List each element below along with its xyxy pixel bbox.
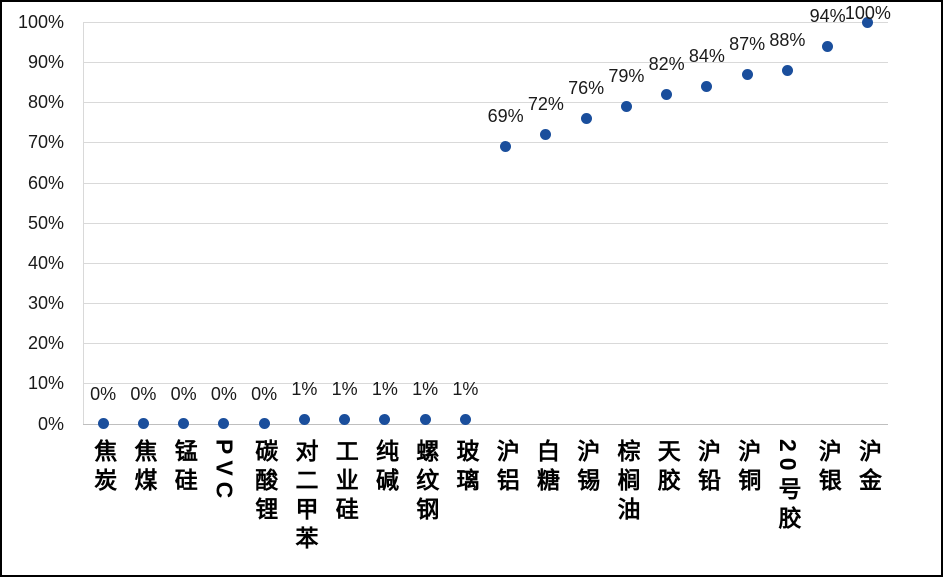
data-point-dot xyxy=(580,112,592,124)
x-category-label: PVC xyxy=(211,439,238,505)
data-point-dot xyxy=(701,80,713,92)
data-point-dot xyxy=(258,418,270,429)
data-point-label: 84% xyxy=(688,46,725,67)
x-category-label: 白糖 xyxy=(533,439,560,497)
data-point-label: 88% xyxy=(769,30,806,51)
x-category-label: 锰硅 xyxy=(171,439,198,497)
data-point-label: 0% xyxy=(170,383,197,404)
data-point-label: 69% xyxy=(487,106,524,127)
data-point-label: 1% xyxy=(371,379,398,400)
x-category-label: 沪锡 xyxy=(573,439,600,497)
x-category-label: 20号胶 xyxy=(775,439,802,535)
data-point-dot xyxy=(459,413,471,425)
data-point-label: 79% xyxy=(608,66,645,87)
y-tick-label: 0% xyxy=(37,413,64,434)
gridline xyxy=(83,182,888,184)
y-tick-label: 20% xyxy=(27,333,64,354)
y-tick-label: 30% xyxy=(27,293,64,314)
data-point-dot xyxy=(298,413,310,425)
data-point-dot xyxy=(661,88,673,100)
y-tick-label: 60% xyxy=(27,172,64,193)
y-tick-label: 50% xyxy=(27,212,64,233)
x-category-label: 沪铅 xyxy=(694,439,721,497)
data-point-dot xyxy=(178,418,190,429)
x-category-label: 焦炭 xyxy=(90,439,117,497)
y-axis-line xyxy=(83,22,84,424)
x-category-label: 棕榈油 xyxy=(614,439,641,526)
data-point-label: 100% xyxy=(844,3,891,23)
data-point-label: 1% xyxy=(331,379,358,400)
data-point-dot xyxy=(540,128,552,140)
y-tick-label: 40% xyxy=(27,252,64,273)
data-point-label: 0% xyxy=(130,383,157,404)
data-point-dot xyxy=(741,68,753,80)
data-point-dot xyxy=(620,100,632,112)
gridline xyxy=(83,383,888,385)
x-category-label: 对二甲苯 xyxy=(292,439,319,555)
y-tick-label: 100% xyxy=(17,12,64,32)
gridline xyxy=(83,22,888,23)
data-point-dot xyxy=(339,413,351,425)
x-category-label: 工业硅 xyxy=(332,439,359,526)
data-point-label: 1% xyxy=(452,379,479,400)
data-point-dot xyxy=(379,413,391,425)
gridline xyxy=(83,222,888,224)
x-category-label: 玻璃 xyxy=(453,439,480,497)
x-category-label: 螺纹钢 xyxy=(412,439,439,526)
y-tick-label: 10% xyxy=(27,373,64,394)
data-point-label: 1% xyxy=(291,379,318,400)
x-category-label: 天胶 xyxy=(654,439,681,497)
data-point-dot xyxy=(218,418,230,429)
data-point-dot xyxy=(500,140,512,152)
data-point-dot xyxy=(781,64,793,76)
data-point-label: 76% xyxy=(568,78,605,99)
data-point-dot xyxy=(419,413,431,425)
data-point-dot xyxy=(822,40,834,52)
data-point-dot xyxy=(97,418,109,429)
data-point-label: 82% xyxy=(648,54,685,75)
x-category-label: 碳酸锂 xyxy=(251,439,278,526)
gridline xyxy=(83,142,888,144)
x-category-label: 沪铝 xyxy=(493,439,520,497)
x-category-label: 焦煤 xyxy=(131,439,158,497)
data-point-label: 0% xyxy=(210,383,237,404)
gridline xyxy=(83,62,888,64)
data-point-label: 0% xyxy=(251,383,278,404)
data-point-label: 0% xyxy=(90,383,117,404)
data-point-dot xyxy=(137,418,149,429)
x-axis-line xyxy=(83,423,888,425)
x-category-label: 沪金 xyxy=(855,439,882,497)
data-point-dot xyxy=(862,16,874,28)
y-tick-label: 80% xyxy=(27,92,64,113)
x-category-label: 纯碱 xyxy=(372,439,399,497)
gridline xyxy=(83,303,888,305)
gridline xyxy=(83,262,888,264)
y-tick-label: 90% xyxy=(27,52,64,73)
gridline xyxy=(83,102,888,104)
data-point-label: 72% xyxy=(527,94,564,115)
gridline xyxy=(83,343,888,345)
data-point-label: 94% xyxy=(809,6,846,27)
data-point-label: 87% xyxy=(729,34,766,55)
data-point-label: 1% xyxy=(412,379,439,400)
y-tick-label: 70% xyxy=(27,132,64,153)
x-category-label: 沪铜 xyxy=(734,439,761,497)
x-category-label: 沪银 xyxy=(815,439,842,497)
